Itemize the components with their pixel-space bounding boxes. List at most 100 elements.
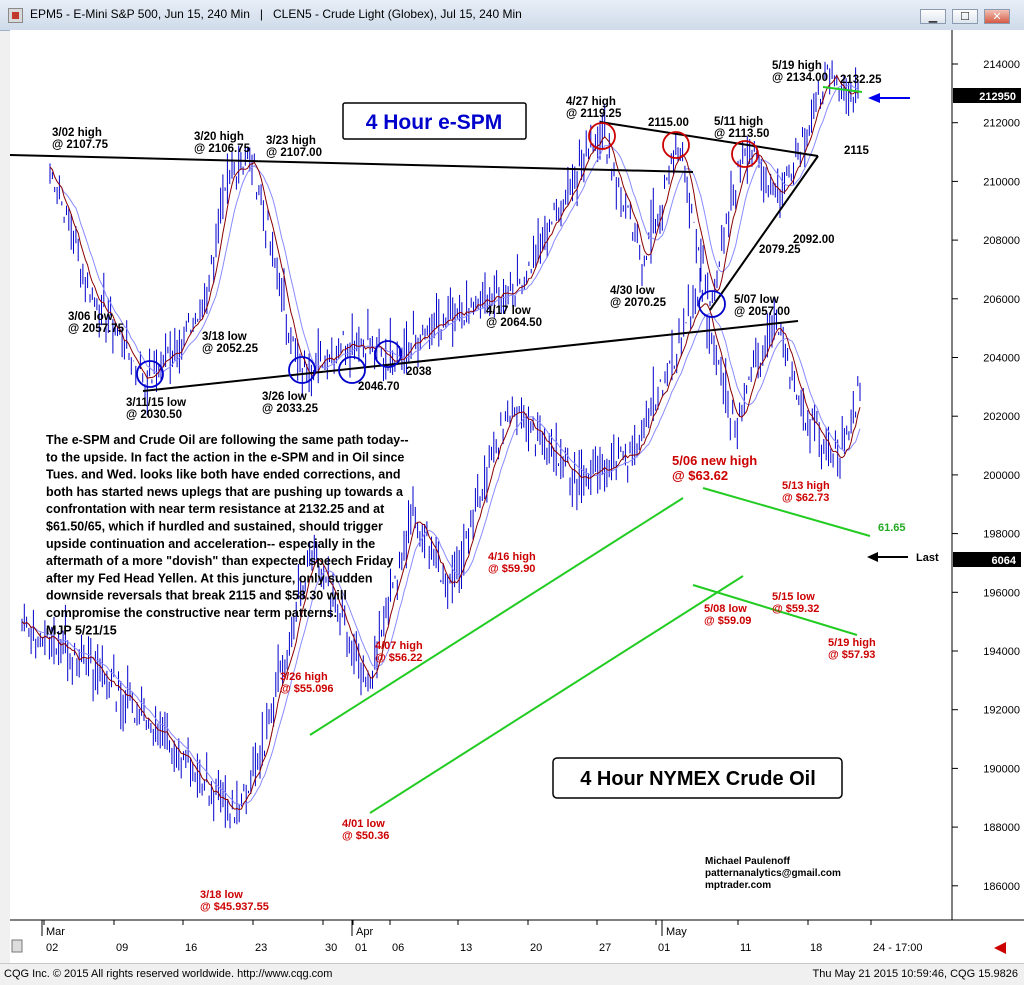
crude-moving-average-fast bbox=[21, 303, 861, 811]
crude-moving-average-slow bbox=[21, 313, 861, 806]
price-axis-label: 188000 bbox=[983, 822, 1020, 834]
commentary-line: after my Fed Head Yellen. At this junctu… bbox=[46, 571, 372, 585]
crude-last-price-bg bbox=[953, 552, 1021, 567]
spx-annotation-value: @ 2107.00 bbox=[266, 147, 322, 159]
crude-last-label: Last bbox=[916, 552, 939, 564]
credits: Michael Paulenoff patternanalytics@gmail… bbox=[705, 856, 841, 891]
crude-price-bars bbox=[21, 267, 861, 829]
spx-annotation-label: 3/06 low bbox=[68, 311, 113, 323]
time-axis-label: 09 bbox=[116, 942, 128, 954]
commentary-line: confrontation with near term resistance … bbox=[46, 502, 385, 516]
price-chart[interactable]: 2140002120002100002080002060002040002020… bbox=[9, 30, 1024, 963]
spx-arrow-icon bbox=[868, 93, 910, 103]
crude-annotation-label: 3/26 high bbox=[280, 671, 328, 683]
scroll-bar[interactable] bbox=[10, 936, 1024, 963]
price-axis-label: 206000 bbox=[983, 294, 1020, 306]
time-axis-label: 20 bbox=[530, 942, 542, 954]
time-axis-label: 16 bbox=[185, 942, 197, 954]
crude-annotation-value: @ $57.93 bbox=[828, 649, 875, 661]
crude-annotation-value: @ $59.32 bbox=[772, 603, 819, 615]
trend-lines bbox=[9, 86, 871, 814]
crude-annotation-value: @ $55.096 bbox=[280, 683, 334, 695]
crude-annotation-value: @ $59.09 bbox=[704, 615, 751, 627]
time-axis-label: 13 bbox=[460, 942, 472, 954]
crude-wedge-lower-line bbox=[692, 584, 858, 636]
crude-annotation-label: 5/15 low bbox=[772, 591, 815, 603]
spx-low-circle bbox=[374, 340, 402, 368]
crude-annotation-label: 5/19 high bbox=[828, 637, 876, 649]
crude-annotation-value: @ $45.937.55 bbox=[200, 901, 269, 913]
window-title: EPM5 - E-Mini S&P 500, Jun 15, 240 Min |… bbox=[30, 7, 522, 21]
crude-annotation-value: @ $56.22 bbox=[375, 652, 422, 664]
price-axis-label: 202000 bbox=[983, 411, 1020, 423]
scroll-left-handle[interactable] bbox=[11, 939, 23, 953]
price-axis-label: 212000 bbox=[983, 118, 1020, 130]
price-axis: 214000 212000 210000 208000 206000 204000 2020… bbox=[952, 59, 1020, 893]
credit-site: mptrader.com bbox=[705, 880, 771, 891]
spx-annotation-label: 5/07 low bbox=[734, 294, 779, 306]
status-copyright: CQG Inc. © 2015 All rights reserved worl… bbox=[4, 968, 333, 980]
spx-resistance-trendline bbox=[9, 154, 694, 173]
crude-last-price-box: 6064 bbox=[953, 552, 1021, 567]
time-axis-label: 23 bbox=[255, 942, 267, 954]
spx-annotation-label: 2115 bbox=[844, 145, 870, 157]
crude-annotation-label: 61.65 bbox=[878, 522, 906, 534]
maximize-button[interactable]: ☐ bbox=[952, 9, 978, 24]
commentary-line: both has started news uplegs that are pu… bbox=[46, 485, 404, 499]
window-titlebar: EPM5 - E-Mini S&P 500, Jun 15, 240 Min |… bbox=[0, 0, 1024, 31]
status-bar: CQG Inc. © 2015 All rights reserved worl… bbox=[0, 963, 1024, 985]
status-timestamp: Thu May 21 2015 10:59:46, CQG 15.9826 bbox=[812, 968, 1018, 980]
price-axis-label: 200000 bbox=[983, 470, 1020, 482]
price-axis-label: 186000 bbox=[983, 881, 1020, 893]
time-axis: Mar Apr May 02 09 16 23 30 01 06 13 20 27 01 11 18 24 - … bbox=[41, 920, 923, 954]
crude-annotation-label: 5/13 high bbox=[782, 480, 830, 492]
scroll-right-arrow-icon[interactable] bbox=[994, 942, 1006, 954]
spx-annotation-label: 4/17 low bbox=[486, 305, 531, 317]
commentary-line: upside continuation and acceleration-- e… bbox=[46, 537, 375, 551]
spx-annotation-label: 3/18 low bbox=[202, 331, 247, 343]
minimize-button[interactable]: ▁ bbox=[920, 9, 946, 24]
crude-wedge-upper-line bbox=[702, 487, 871, 537]
price-axis-label: 196000 bbox=[983, 587, 1020, 599]
chart-background bbox=[10, 30, 1024, 963]
spx-title-frame bbox=[342, 102, 527, 140]
spx-annotation-label: 3/02 high bbox=[52, 127, 102, 139]
spx-annotation-label: 4/27 high bbox=[566, 96, 616, 108]
close-button[interactable]: ✕ bbox=[984, 9, 1010, 24]
credit-email: patternanalytics@gmail.com bbox=[705, 868, 841, 879]
price-axis-label: 192000 bbox=[983, 705, 1020, 717]
spx-last-price-bg bbox=[953, 88, 1021, 103]
crude-channel-lower-line bbox=[369, 575, 744, 814]
crude-annotation-label: 4/07 high bbox=[375, 640, 423, 652]
crude-last-price: 6064 bbox=[992, 555, 1017, 567]
crude-title: 4 Hour NYMEX Crude Oil bbox=[580, 768, 816, 790]
spx-low-circle bbox=[338, 356, 366, 384]
spx-annotation-label: 3/26 low bbox=[262, 391, 307, 403]
spx-annotation-value: @ 2113.50 bbox=[714, 128, 769, 140]
commentary-line: Tues. and Wed. looks like both have ende… bbox=[46, 468, 400, 482]
app-icon bbox=[8, 8, 23, 23]
commentary-line: The e-SPM and Crude Oil are following th… bbox=[46, 433, 409, 447]
crude-annotation-label: 5/08 low bbox=[704, 603, 747, 615]
spx-title: 4 Hour e-SPM bbox=[366, 111, 503, 134]
price-axis-label: 214000 bbox=[983, 59, 1020, 71]
price-axis-label: 190000 bbox=[983, 763, 1020, 775]
price-axis-label: 194000 bbox=[983, 646, 1020, 658]
crude-annotation-label: 4/01 low bbox=[342, 818, 385, 830]
crude-arrow-icon: Last bbox=[867, 552, 939, 564]
time-axis-label: 11 bbox=[740, 942, 751, 954]
commentary-text: The e-SPM and Crude Oil are following th… bbox=[46, 433, 409, 637]
time-axis-label: 01 bbox=[355, 942, 367, 954]
time-axis-month: Apr bbox=[356, 926, 373, 938]
spx-annotation-value: @ 2119.25 bbox=[566, 108, 622, 120]
spx-low-circle bbox=[136, 360, 164, 388]
spx-annotation-label: 5/19 high bbox=[772, 60, 822, 72]
chart-area[interactable]: 214000 212000 210000 208000 206000 204000 2020… bbox=[9, 30, 1024, 963]
spx-high-circle bbox=[662, 131, 690, 159]
credit-author: Michael Paulenoff bbox=[705, 856, 791, 867]
spx-wedge-upper-line bbox=[599, 121, 819, 157]
spx-title-box: 4 Hour e-SPM bbox=[342, 102, 527, 140]
spx-annotation-label: 2079.25 bbox=[759, 244, 801, 256]
spx-annotation-value: @ 2057.00 bbox=[734, 306, 790, 318]
commentary-line: to the upside. In fact the action in the… bbox=[46, 450, 404, 464]
